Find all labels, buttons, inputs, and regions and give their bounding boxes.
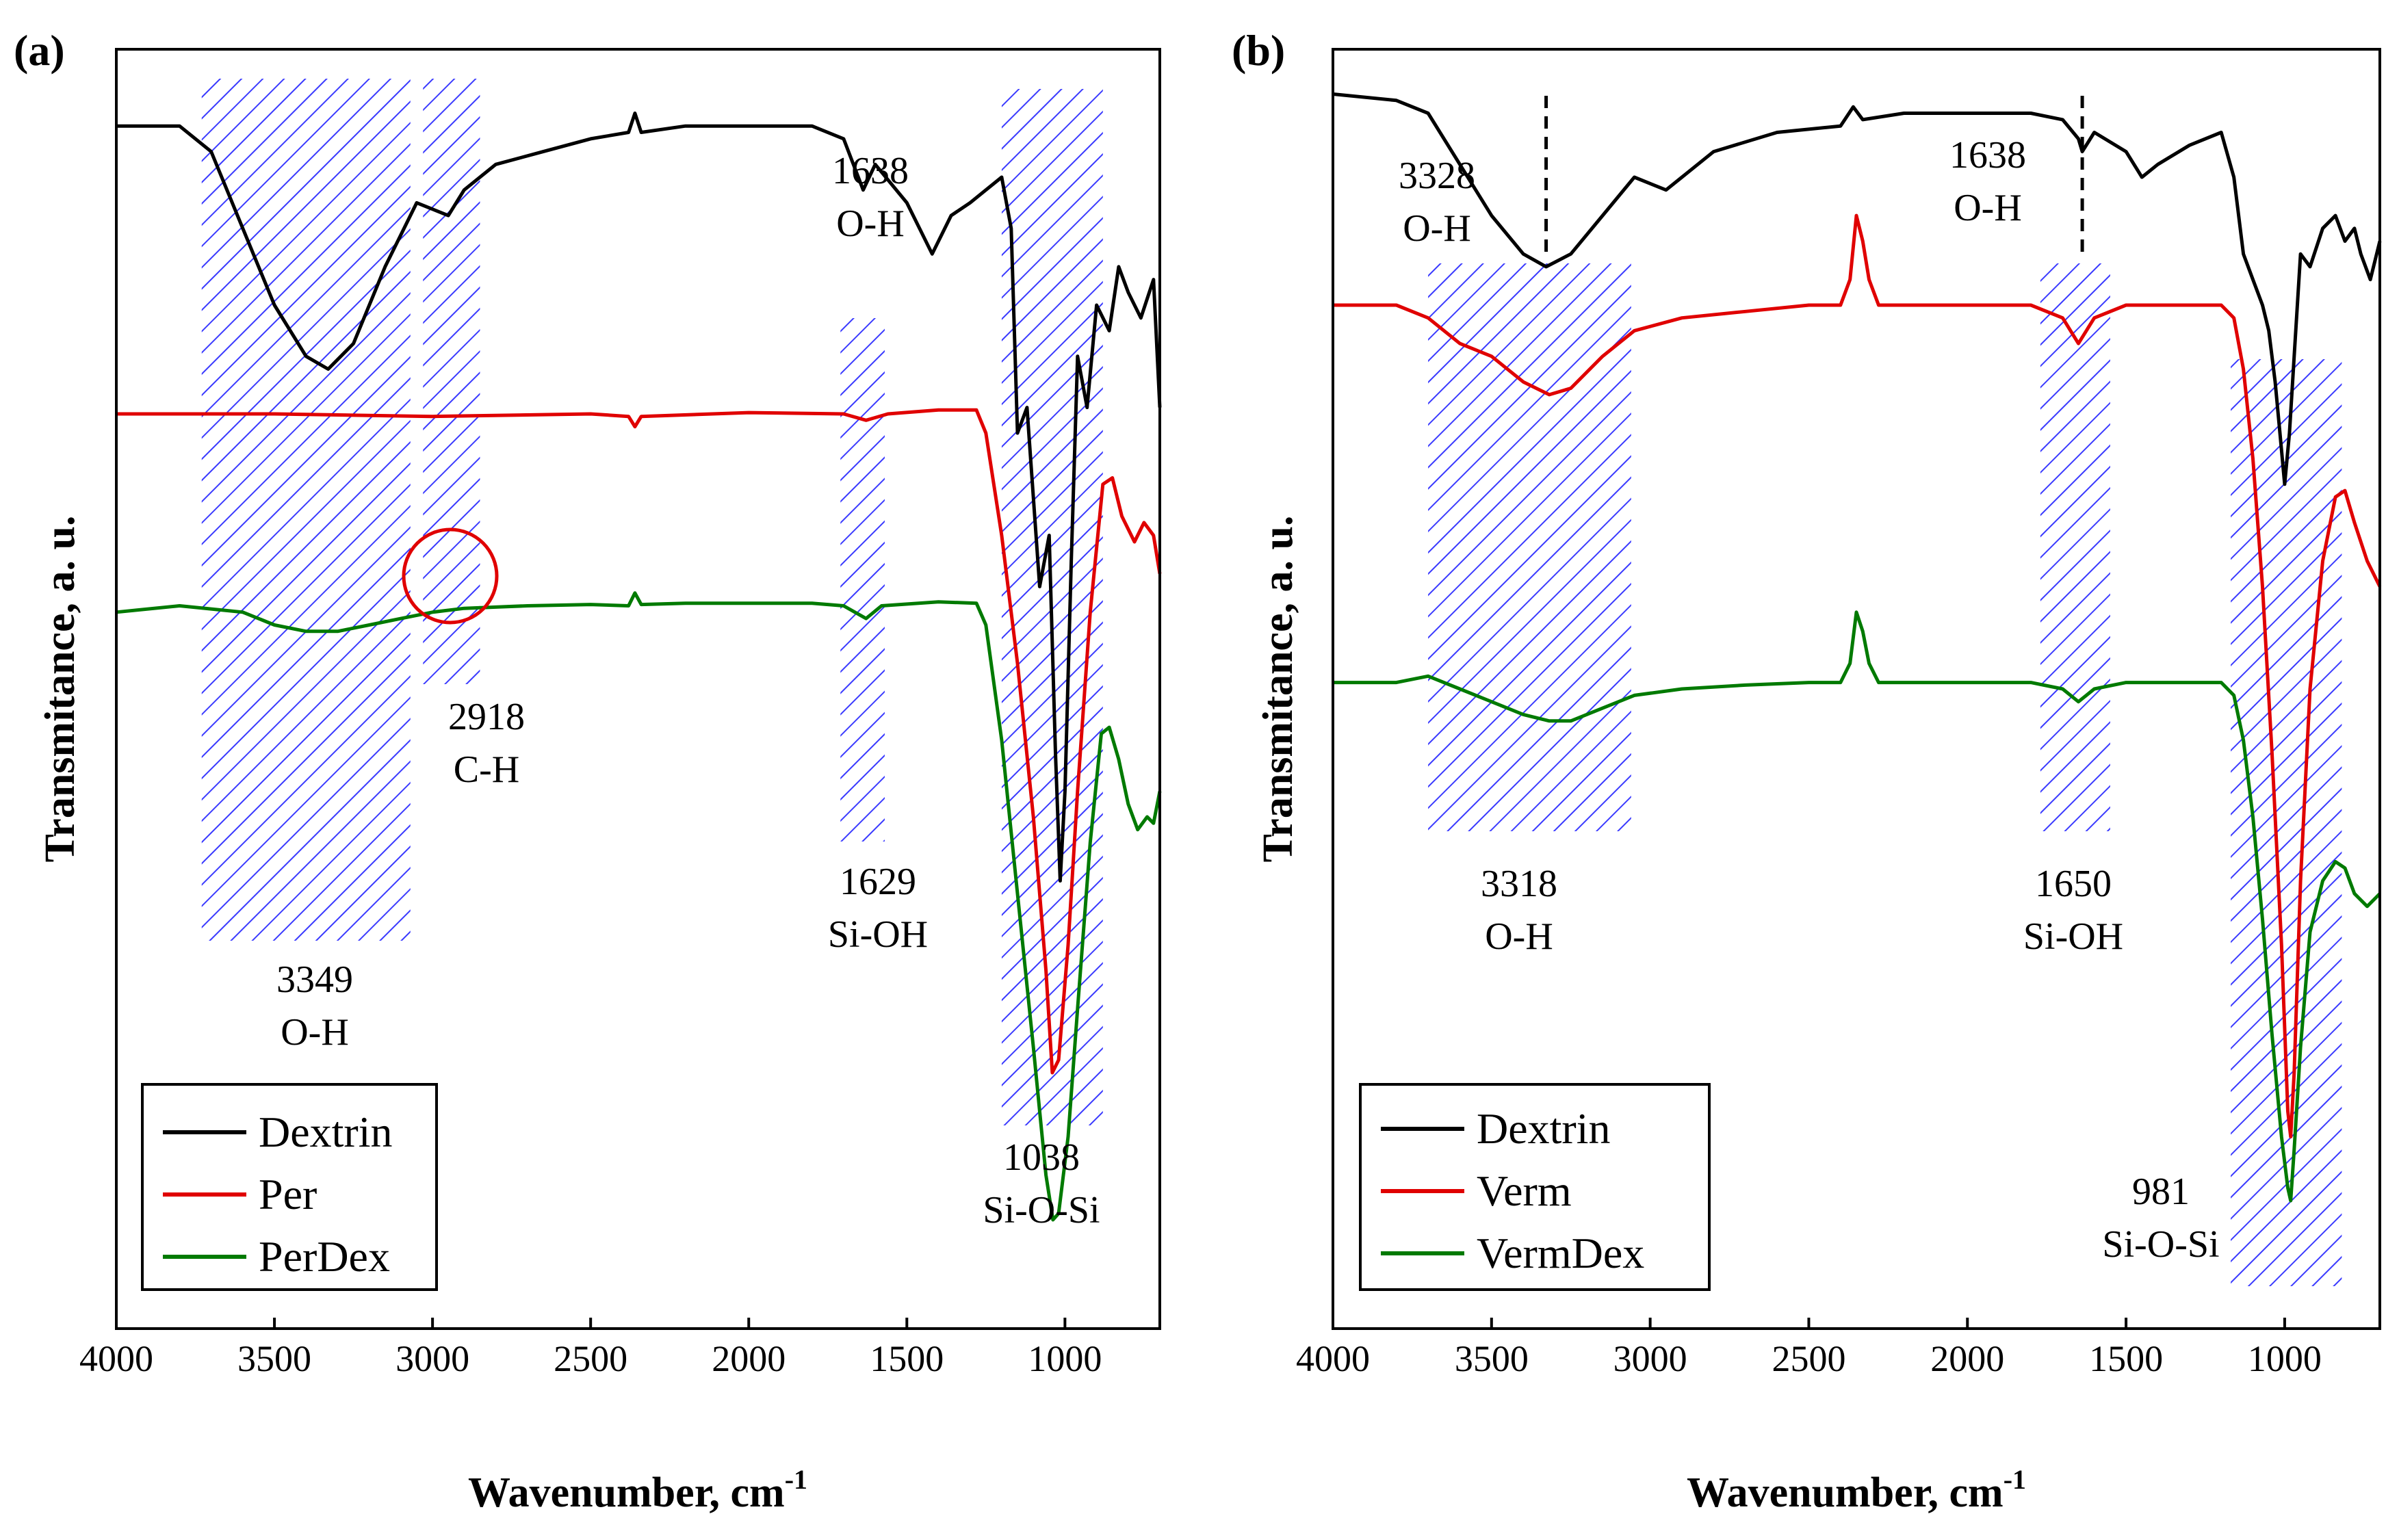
panel-b-hatch-region-1770-1550 <box>2040 263 2110 831</box>
panel-a-hatch-region-3030-2850 <box>423 79 480 684</box>
panel-a-hatch-region-3730-3070 <box>201 79 411 941</box>
panel-b-annotation-3318-value: 3318 <box>1481 863 1557 905</box>
panel-a-annotation-1038: 1038 Si-O-Si <box>983 1136 1100 1231</box>
panel-b-annotation-1638-group: O-H <box>1954 187 2022 229</box>
panel-b-annotations: 3328 O-H 1638 O-H 3318 O-H 1650 Si-OH 981 Si-… <box>1399 134 2220 1266</box>
panel-b-legend-label-vermdex: VermDex <box>1477 1229 1644 1277</box>
panel-a-x-tick-label-1500: 1500 <box>870 1338 944 1379</box>
panel-a-x-axis-title: Wavenumber, cm-1 <box>468 1464 807 1516</box>
panel-a-y-axis-title: Transmitance, a. u. <box>37 516 83 863</box>
panel-b-series-line-dextrin <box>1332 92 2382 486</box>
panel-a-annotation-1638-value: 1638 <box>832 150 909 192</box>
panel-b-annotation-3328-group: O-H <box>1403 207 1471 250</box>
panel-a-annotation-1638: 1638 O-H <box>832 150 909 245</box>
panel-b-x-tick-label-2000: 2000 <box>1930 1338 2004 1379</box>
panel-b-x-axis-title-text: Wavenumber, cm <box>1687 1470 2004 1516</box>
panel-b-annotation-981-value: 981 <box>2132 1171 2190 1213</box>
panel-b-annotation-3318: 3318 O-H <box>1481 863 1557 958</box>
panel-b-x-axis-title-sup: -1 <box>2004 1464 2026 1495</box>
panel-a-series-line-per <box>116 408 1162 1075</box>
panel-b-series-line-verm <box>1333 213 2382 1138</box>
panel-b-x-tick-label-3000: 3000 <box>1613 1338 1687 1379</box>
panel-a-x-tick-label-3000: 3000 <box>395 1338 469 1379</box>
panel-a-annotation-2918-value: 2918 <box>448 696 525 738</box>
panel-a-hatch-layer <box>201 79 1103 1125</box>
panel-a-x-axis-title-text: Wavenumber, cm <box>468 1470 785 1516</box>
panel-b-annotation-1650-group: Si-OH <box>2023 915 2123 958</box>
panel-b-hatch-layer <box>1428 263 2342 1286</box>
panel-b-series-line-vermdex <box>1333 610 2381 1203</box>
panel-a-annotation-1038-value: 1038 <box>1003 1136 1080 1179</box>
panel-a-highlight-circle <box>402 527 499 625</box>
panel-a-annotation-3349: 3349 O-H <box>276 958 353 1054</box>
panel-b-annotation-1650: 1650 Si-OH <box>2023 863 2123 958</box>
panel-b-annotation-981-group: Si-O-Si <box>2102 1223 2219 1266</box>
panel-b-annotation-3328-value: 3328 <box>1399 155 1475 197</box>
panel-a-series-layer <box>116 112 1162 1222</box>
panel-b-x-tick-label-1500: 1500 <box>2089 1338 2163 1379</box>
panel-a-x-tick-label-3500: 3500 <box>237 1338 311 1379</box>
panel-a-x-tick-label-2500: 2500 <box>554 1338 627 1379</box>
panel-a-annotation-3349-group: O-H <box>281 1011 349 1054</box>
panel-b-annotation-981: 981 Si-O-Si <box>2102 1171 2219 1266</box>
panel-b-x-tick-label-4000: 4000 <box>1296 1338 1370 1379</box>
panel-b-annotation-3318-group: O-H <box>1485 915 1553 958</box>
panel-a-annotation-1038-group: Si-O-Si <box>983 1189 1100 1231</box>
panel-b-x-tick-label-1000: 1000 <box>2248 1338 2322 1379</box>
panel-b-legend-label-verm: Verm <box>1477 1166 1572 1215</box>
panel-b-dashed-markers <box>1544 96 2084 257</box>
panel-a-annotation-3349-value: 3349 <box>276 958 353 1001</box>
panel-b-label: (b) <box>1232 26 1285 75</box>
panel-a-annotation-1638-group: O-H <box>836 203 905 245</box>
panel-a-annotation-1629-value: 1629 <box>840 861 916 903</box>
panel-b-x-tick-label-2500: 2500 <box>1772 1338 1845 1379</box>
panel-a-hatch-region-1710-1570 <box>840 318 885 841</box>
panel-b-hatch-region-1170-820 <box>2231 359 2342 1286</box>
panel-a-legend-label-dextrin: Dextrin <box>259 1108 393 1156</box>
panel-b-x-axis-title: Wavenumber, cm-1 <box>1687 1464 2026 1516</box>
panel-b: (b) 4000 3500 3000 2500 2000 1500 1000 Wavenum… <box>1232 26 2382 1516</box>
panel-a-x-tick-label-4000: 4000 <box>79 1338 153 1379</box>
panel-b-annotation-3328: 3328 O-H <box>1399 155 1475 250</box>
panel-b-x-tick-labels: 4000 3500 3000 2500 2000 1500 1000 <box>1296 1318 2322 1379</box>
panel-a-legend: Dextrin Per PerDex <box>141 1083 438 1291</box>
panel-a-series-line-perdex <box>116 591 1162 1222</box>
panel-a-x-tick-label-2000: 2000 <box>712 1338 786 1379</box>
panel-b-hatch-region-3700-3060 <box>1428 263 1631 831</box>
panel-b-legend-label-dextrin: Dextrin <box>1477 1104 1611 1153</box>
panel-b-y-axis-title: Transmitance, a. u. <box>1255 516 1301 863</box>
panel-b-annotation-1638-value: 1638 <box>1949 134 2026 177</box>
panel-a: (a) 4000 3500 3000 2500 2000 1500 1000 Wavenum… <box>14 26 1162 1516</box>
panel-a-annotation-1629: 1629 Si-OH <box>828 861 928 956</box>
panel-a-plot-frame <box>115 48 1161 1330</box>
panel-b-series-layer <box>1332 92 2382 1203</box>
panel-b-plot-frame <box>1332 48 2381 1330</box>
panel-b-legend: Dextrin Verm VermDex <box>1359 1083 1711 1291</box>
panel-a-x-tick-labels: 4000 3500 3000 2500 2000 1500 1000 <box>79 1318 1102 1379</box>
panel-b-annotation-1638: 1638 O-H <box>1949 134 2026 229</box>
panel-a-series-line-dextrin <box>116 112 1162 883</box>
panel-a-label: (a) <box>14 26 65 75</box>
panel-a-annotation-1629-group: Si-OH <box>828 913 928 956</box>
panel-a-legend-label-perdex: PerDex <box>259 1232 390 1281</box>
panel-a-annotations: 1638 O-H 2918 C-H 1629 Si-OH 3349 O-H 1038 Si… <box>276 150 1100 1231</box>
panel-a-x-tick-label-1000: 1000 <box>1028 1338 1102 1379</box>
panel-a-annotation-2918-group: C-H <box>454 748 519 791</box>
panel-a-annotation-2918: 2918 C-H <box>448 696 525 791</box>
panel-a-x-axis-title-sup: -1 <box>785 1464 807 1495</box>
panel-b-x-tick-label-3500: 3500 <box>1455 1338 1529 1379</box>
panel-b-annotation-1650-value: 1650 <box>2035 863 2112 905</box>
panel-a-legend-label-per: Per <box>259 1170 317 1218</box>
